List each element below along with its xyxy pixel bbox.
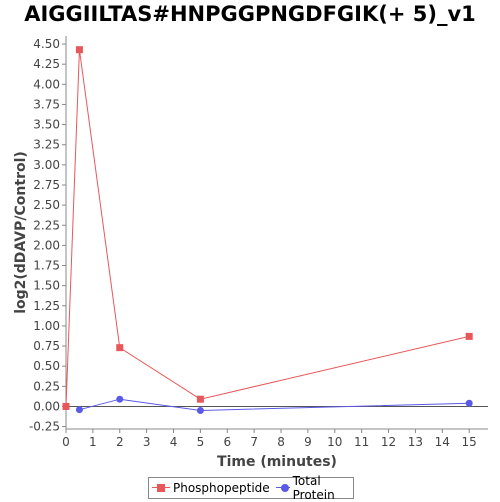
x-tick-label-8: 8 <box>277 435 285 449</box>
legend: Phosphopeptide Total Protein <box>148 474 354 502</box>
y-tick-label-1: 0.00 <box>33 399 60 413</box>
x-tick-label-15: 15 <box>462 435 477 449</box>
chart-title: AIGGIILTAS#HNPGGPNGDFGIK(+ 5)_v1 <box>24 2 476 26</box>
point-total-protein-2 <box>196 406 204 414</box>
point-phosphopeptide-3 <box>196 395 204 403</box>
plot-area <box>66 36 488 429</box>
y-tick-label-7: 1.50 <box>33 279 60 293</box>
x-tick-label-13: 13 <box>408 435 423 449</box>
y-tick-label-0: -0.25 <box>29 420 60 434</box>
y-tick-label-9: 2.00 <box>33 238 60 252</box>
x-tick-label-12: 12 <box>381 435 396 449</box>
x-tick-label-11: 11 <box>354 435 369 449</box>
x-axis-label: Time (minutes) <box>217 454 337 470</box>
x-tick-label-14: 14 <box>435 435 450 449</box>
legend-swatch-total-protein <box>275 483 290 493</box>
y-axis-label: log2(dDAVP/Control) <box>13 151 29 314</box>
x-tick-label-9: 9 <box>304 435 312 449</box>
y-tick-label-5: 1.00 <box>33 319 60 333</box>
x-tick-label-10: 10 <box>327 435 342 449</box>
y-tick-label-17: 4.00 <box>33 77 60 91</box>
legend-swatch-phosphopeptide <box>152 483 170 493</box>
y-tick-label-4: 0.75 <box>33 339 60 353</box>
point-phosphopeptide-4 <box>465 332 473 340</box>
y-tick-label-2: 0.25 <box>33 379 60 393</box>
x-tick-label-2: 2 <box>116 435 124 449</box>
point-total-protein-3 <box>465 399 473 407</box>
series-line-total-protein <box>79 398 470 411</box>
point-total-protein-1 <box>116 395 124 403</box>
point-phosphopeptide-0 <box>62 402 70 410</box>
x-tick-label-1: 1 <box>89 435 97 449</box>
y-tick-label-16: 3.75 <box>33 97 60 111</box>
point-total-protein-0 <box>75 406 83 414</box>
y-tick-label-12: 2.75 <box>33 178 60 192</box>
y-tick-label-13: 3.00 <box>33 158 60 172</box>
y-tick-label-14: 3.25 <box>33 138 60 152</box>
legend-label-total-protein: Total Protein <box>292 474 335 502</box>
y-tick-label-15: 3.50 <box>33 118 60 132</box>
y-tick-label-10: 2.25 <box>33 218 60 232</box>
legend-item-total-protein: Total Protein <box>275 474 350 502</box>
point-phosphopeptide-2 <box>116 344 124 352</box>
x-tick-label-3: 3 <box>143 435 151 449</box>
x-tick-label-4: 4 <box>170 435 178 449</box>
y-tick-label-8: 1.75 <box>33 259 60 273</box>
point-phosphopeptide-1 <box>75 46 83 54</box>
legend-label-phosphopeptide: Phosphopeptide <box>173 481 270 495</box>
y-tick-label-3: 0.50 <box>33 359 60 373</box>
y-tick-label-11: 2.50 <box>33 198 60 212</box>
x-tick-label-0: 0 <box>62 435 70 449</box>
x-tick-label-5: 5 <box>197 435 205 449</box>
y-tick-label-6: 1.25 <box>33 299 60 313</box>
y-tick-label-19: 4.50 <box>33 37 60 51</box>
x-tick-label-6: 6 <box>223 435 231 449</box>
x-tick-label-7: 7 <box>250 435 258 449</box>
legend-item-phosphopeptide: Phosphopeptide <box>152 481 270 495</box>
y-tick-label-18: 4.25 <box>33 57 60 71</box>
